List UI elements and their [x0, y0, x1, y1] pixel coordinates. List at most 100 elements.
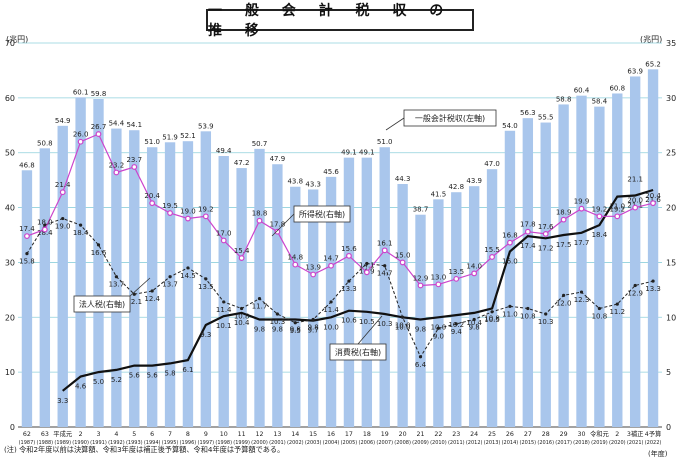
bar-value-label: 47.2: [234, 159, 250, 167]
corporate-tax-value-label: 10.3: [538, 318, 554, 326]
bar-value-label: 38.7: [413, 206, 429, 214]
income-tax-point: [113, 169, 120, 176]
income-tax-point: [399, 259, 406, 266]
bar-total-tax: [146, 147, 158, 427]
x-tick-label: 17: [345, 431, 353, 438]
corporate-tax-point: [579, 290, 584, 294]
corporate-tax-point: [293, 321, 297, 325]
corporate-tax-value-label: 13.3: [645, 285, 661, 293]
bar-value-label: 47.0: [484, 160, 500, 168]
x-tick-label: 6: [150, 431, 154, 438]
consumption-tax-value-label: 10.4: [234, 319, 250, 327]
x-tick-label: 14: [291, 431, 299, 438]
chart-title: 一 般 会 計 税 収 の 推 移: [208, 3, 453, 39]
corporate-tax-point: [79, 223, 83, 227]
bar-total-tax: [307, 189, 319, 427]
income-tax-value-label: 17.4: [19, 225, 35, 233]
y-left-tick-label: 30: [5, 258, 15, 267]
income-tax-point: [274, 228, 281, 235]
x-year-label: (2019): [591, 440, 608, 446]
bar-value-label: 42.8: [448, 183, 464, 191]
bar-value-label: 51.0: [377, 138, 393, 146]
corporate-tax-point: [508, 304, 512, 308]
corporate-tax-value-label: 10.0: [395, 321, 411, 329]
income-tax-line: [26, 133, 654, 287]
consumption-tax-value-label: 3.3: [57, 397, 68, 405]
income-tax-point: [238, 255, 245, 261]
corporate-tax-point: [633, 283, 637, 288]
x-tick-label: 18: [363, 431, 371, 438]
x-tick-label: 4予算: [645, 429, 662, 438]
income-tax-value-label: 13.0: [431, 273, 447, 281]
corporate-tax-point: [544, 312, 548, 316]
bar-total-tax: [397, 183, 408, 427]
x-tick-label: 令和元: [590, 429, 610, 438]
bar-value-label: 53.9: [198, 122, 214, 130]
corporate-tax-point: [436, 326, 440, 330]
income-tax-point: [489, 254, 495, 260]
corporate-tax-value-label: 13.7: [109, 281, 125, 289]
corporate-tax-value-label: 18.4: [73, 229, 89, 237]
x-tick-label: 63: [41, 431, 49, 438]
income-tax-value-label: 18.8: [252, 210, 268, 218]
income-tax-value-label: 17.6: [538, 223, 554, 231]
year-unit: (年度): [648, 450, 668, 458]
x-year-label: (1998): [215, 440, 232, 446]
income-tax-value-label: 15.4: [234, 247, 250, 255]
income-tax-value-label: 26.7: [91, 123, 107, 131]
corporate-tax-value-label: 12.1: [126, 298, 142, 306]
income-tax-point: [346, 252, 352, 259]
consumption-tax-value-label: 10.3: [377, 320, 393, 328]
income-tax-value-label: 19.9: [574, 198, 590, 206]
bar-value-label: 60.4: [574, 87, 590, 95]
x-year-label: (2011): [448, 440, 465, 446]
income-tax-point: [524, 228, 531, 235]
bar-value-label: 54.4: [109, 120, 125, 128]
income-tax-point: [59, 189, 66, 196]
bar-total-tax: [504, 130, 516, 427]
income-tax-point: [650, 200, 656, 207]
legend-corporate-pointer: [129, 277, 151, 297]
bar-total-tax: [629, 76, 641, 427]
bar-value-label: 54.0: [502, 122, 518, 130]
bar-total-tax: [594, 106, 605, 428]
bar-value-label: 49.1: [341, 149, 357, 157]
consumption-tax-value-label: 17.7: [574, 239, 590, 247]
income-tax-value-label: 14.0: [466, 262, 482, 270]
consumption-tax-value-label: 18.4: [592, 231, 608, 239]
legend-corporate-box: [73, 295, 131, 313]
income-tax-point: [328, 262, 334, 269]
consumption-tax-value-label: 6.1: [182, 366, 193, 374]
corporate-tax-value-label: 10.3: [270, 318, 286, 326]
x-year-label: (1989): [54, 440, 71, 446]
corporate-tax-value-label: 9.4: [451, 328, 463, 336]
x-year-label: (1992): [108, 440, 125, 446]
income-tax-value-label: 15.6: [341, 245, 357, 253]
y-right-tick-label: 5: [666, 368, 671, 377]
x-tick-label: 62: [23, 431, 31, 438]
corporate-tax-value-label: 12.3: [574, 296, 590, 304]
x-year-label: (2014): [502, 440, 519, 446]
bar-total-tax: [361, 157, 373, 427]
legend-income-pointer: [271, 213, 295, 237]
bar-total-tax: [39, 148, 51, 427]
y-left-tick-label: 20: [5, 313, 15, 322]
bar-total-tax: [21, 170, 33, 428]
income-tax-value-label: 23.7: [126, 156, 142, 164]
income-tax-point: [542, 231, 549, 237]
consumption-tax-value-label: 10.0: [395, 323, 411, 331]
x-year-label: (1993): [126, 440, 143, 446]
y-right-tick-label: 15: [666, 258, 676, 267]
consumption-tax-value-label: 10.6: [341, 317, 357, 325]
income-tax-value-label: 14.1: [359, 261, 375, 269]
income-tax-point: [24, 233, 30, 239]
income-tax-value-label: 16.8: [502, 232, 518, 240]
bar-value-label: 58.4: [592, 98, 608, 106]
corporate-tax-point: [96, 243, 101, 247]
legend-total-label: 一般会計税収(左軸): [415, 113, 485, 123]
income-tax-value-label: 20.4: [645, 192, 661, 200]
corporate-tax-point: [168, 275, 172, 279]
income-tax-point: [596, 213, 603, 220]
x-tick-label: 12: [255, 431, 263, 438]
